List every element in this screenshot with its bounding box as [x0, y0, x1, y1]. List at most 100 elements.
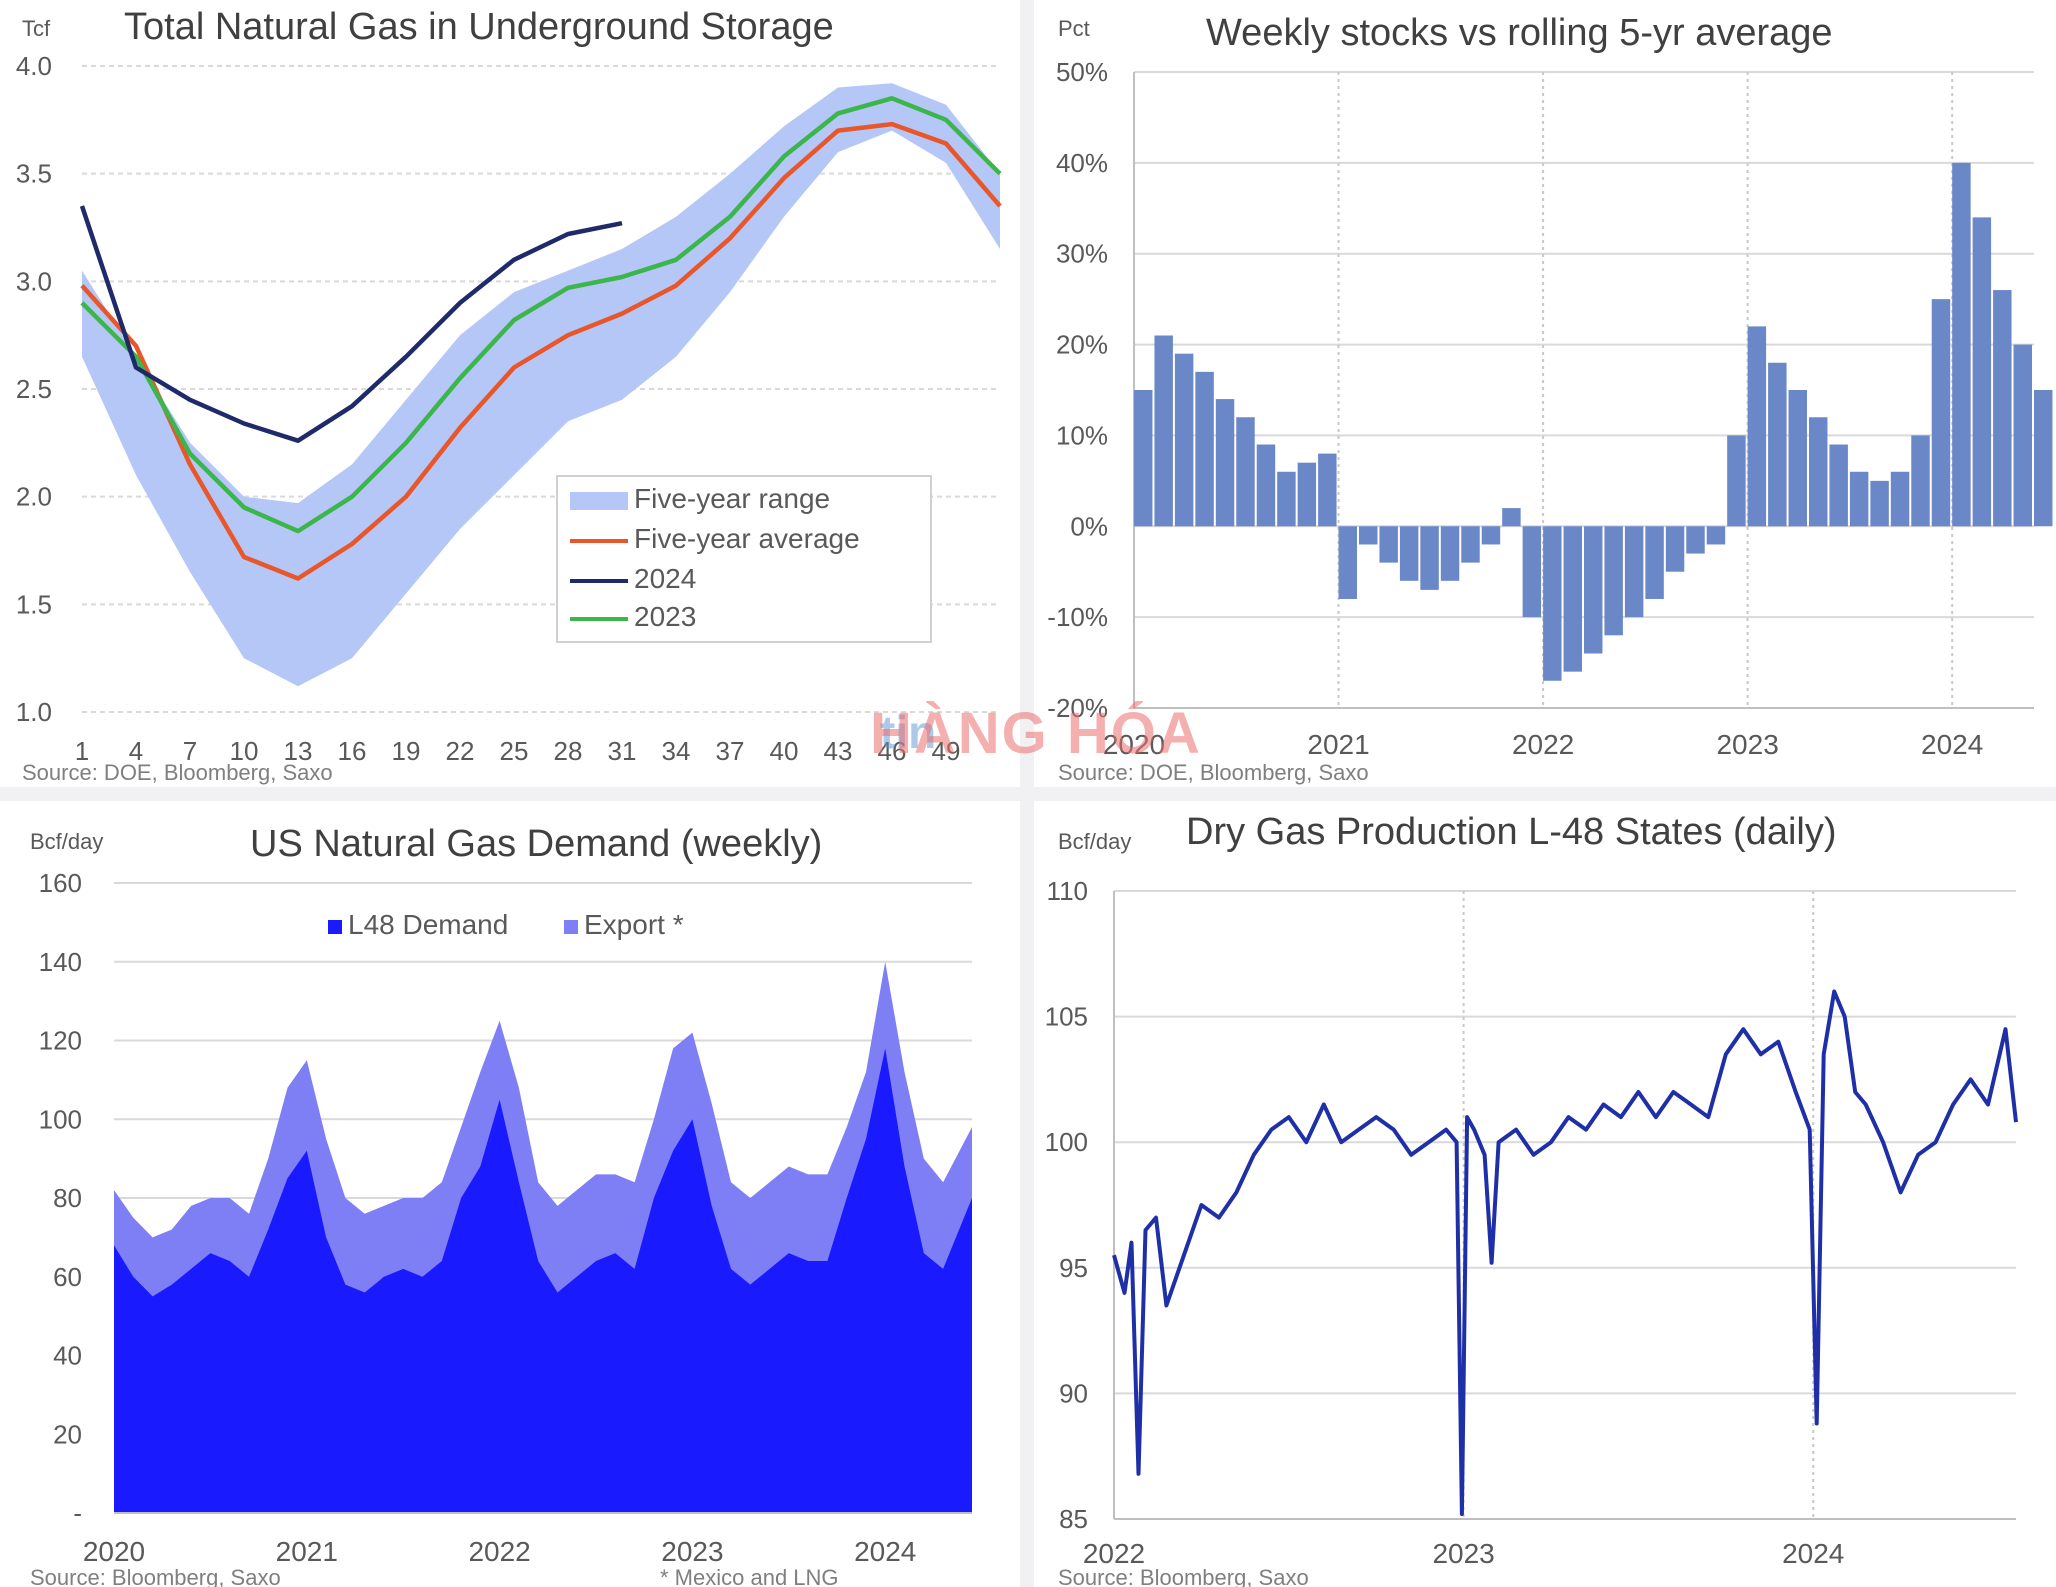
weekly-ytick-label: 30%	[1056, 239, 1108, 269]
demand-legend-l48: L48 Demand	[328, 909, 508, 941]
weekly-bar	[1154, 335, 1173, 527]
demand-footnote: * Mexico and LNG	[660, 1565, 839, 1587]
demand-xtick-label: 2022	[468, 1536, 530, 1567]
weekly-vs-average-chart-panel: -20% -10% 0% 10% 20% 30% 40% 50% 2020 2021 2022 202…	[1034, 0, 2056, 787]
weekly-ytick-label: 40%	[1056, 148, 1108, 178]
production-ytick-label: 95	[1059, 1253, 1088, 1283]
weekly-bar	[1236, 417, 1255, 527]
weekly-bar	[1318, 453, 1337, 527]
production-ytick-label: 85	[1059, 1504, 1088, 1534]
weekly-bar	[1665, 526, 1685, 572]
demand-chart-panel: - 20 40 60 80 100 120 140 160 2020 2021 2022 2023 202…	[0, 801, 1020, 1587]
demand-chart-title: US Natural Gas Demand (weekly)	[250, 823, 823, 865]
storage-xtick-label: 4	[129, 736, 143, 766]
storage-ytick-label: 4.0	[16, 51, 52, 81]
weekly-vs-average-chart: -20% -10% 0% 10% 20% 30% 40% 50% 2020 2021 2022 202…	[1047, 57, 2053, 760]
weekly-ytick-label: -10%	[1047, 602, 1108, 632]
watermark-logo: tin	[880, 706, 937, 758]
demand-unit-label: Bcf/day	[30, 829, 104, 854]
storage-xtick-label: 16	[338, 736, 367, 766]
demand-xtick-label: 2023	[661, 1536, 723, 1567]
weekly-bar	[1931, 299, 1951, 527]
panel-divider-horizontal	[0, 787, 2056, 801]
demand-xtick-label: 2024	[854, 1536, 916, 1567]
weekly-bar	[1297, 462, 1317, 527]
weekly-xtick-label: 2020	[1103, 729, 1165, 760]
storage-chart-title: Total Natural Gas in Underground Storage	[124, 6, 834, 48]
storage-xtick-label: 34	[662, 736, 691, 766]
weekly-bar	[1768, 362, 1787, 527]
storage-ytick-label: 2.0	[16, 482, 52, 512]
weekly-bar	[1338, 526, 1357, 599]
legend-item-2023: 2023	[570, 601, 696, 633]
series-line-five-year-average	[80, 121, 1002, 581]
weekly-ytick-label: 0%	[1070, 511, 1108, 541]
storage-xtick-label: 28	[554, 736, 583, 766]
storage-ytick-label: 1.5	[16, 589, 52, 619]
weekly-bar	[1134, 390, 1153, 527]
weekly-bar	[1849, 471, 1869, 527]
weekly-bar	[1624, 526, 1644, 618]
production-xtick-label: 2023	[1432, 1538, 1494, 1569]
weekly-xtick-label: 2023	[1716, 729, 1778, 760]
production-chart: 85 90 95 100 105 110 2022 2023 2024	[1045, 876, 2018, 1569]
weekly-bar	[1174, 353, 1194, 527]
production-chart-title: Dry Gas Production L-48 States (daily)	[1186, 811, 1837, 853]
demand-area-l48	[114, 1048, 972, 1513]
demand-ytick-label: 80	[53, 1183, 82, 1213]
storage-xtick-label: 40	[770, 736, 799, 766]
storage-xtick-label: 22	[446, 736, 475, 766]
weekly-bar	[1195, 371, 1214, 527]
series-line-2024	[79, 205, 623, 443]
storage-legend: Five-year range Five-year average 2024 2…	[556, 475, 932, 643]
demand-ytick-label: 100	[39, 1104, 82, 1134]
weekly-bar	[1277, 471, 1296, 527]
storage-ytick-label: 2.5	[16, 374, 52, 404]
weekly-bar	[1870, 480, 1889, 527]
weekly-bar	[1481, 526, 1501, 545]
legend-label-2024: 2024	[634, 563, 697, 594]
weekly-xtick-label: 2021	[1307, 729, 1369, 760]
weekly-bar	[1543, 526, 1562, 681]
production-unit-label: Bcf/day	[1058, 829, 1132, 854]
storage-ytick-label: 3.0	[16, 266, 52, 296]
storage-xtick-label: 46	[878, 736, 907, 766]
production-ytick-label: 100	[1045, 1127, 1088, 1157]
weekly-bar	[1563, 526, 1582, 672]
storage-chart-panel: 1.0 1.5 2.0 2.5 3.0 3.5 4.0 1 4 7 10 13 16 19 22 25 28 31…	[0, 0, 1020, 787]
storage-xtick-label: 13	[284, 736, 313, 766]
storage-xtick-label: 1	[75, 736, 89, 766]
weekly-bar	[1993, 290, 2012, 527]
legend-swatch-2023	[570, 616, 628, 621]
storage-unit-label: Tcf	[22, 16, 51, 41]
weekly-bar	[2034, 390, 2053, 527]
production-xtick-label: 2024	[1782, 1538, 1844, 1569]
legend-label-export: Export *	[584, 909, 684, 940]
demand-ytick-label: 40	[53, 1341, 82, 1371]
legend-label-2023: 2023	[634, 601, 697, 632]
weekly-bar	[1829, 444, 1848, 527]
storage-chart: 1.0 1.5 2.0 2.5 3.0 3.5 4.0 1 4 7 10 13 16 19 22 25 28 31…	[16, 51, 1002, 766]
demand-ytick-label: 20	[53, 1419, 82, 1449]
weekly-bar	[1399, 526, 1419, 581]
weekly-ytick-label: 20%	[1056, 330, 1108, 360]
weekly-unit-label: Pct	[1058, 16, 1090, 41]
weekly-chart-title: Weekly stocks vs rolling 5-yr average	[1206, 12, 1833, 54]
legend-item-five-year-average: Five-year average	[570, 523, 860, 555]
legend-item-five-year-range: Five-year range	[570, 483, 830, 515]
weekly-xtick-label: 2022	[1512, 729, 1574, 760]
storage-xtick-label: 31	[608, 736, 637, 766]
weekly-bar	[1809, 417, 1828, 527]
storage-xtick-label: 19	[392, 736, 421, 766]
weekly-bar	[1420, 526, 1439, 590]
legend-label-range: Five-year range	[634, 483, 831, 514]
weekly-bar	[1502, 508, 1521, 527]
storage-xtick-label: 43	[824, 736, 853, 766]
legend-swatch-export	[564, 919, 578, 934]
watermark-brand: HÀNG HÓA	[870, 701, 1202, 766]
storage-ytick-label: 1.0	[16, 697, 52, 727]
production-ytick-label: 110	[1047, 876, 1088, 906]
weekly-bar	[1256, 444, 1276, 527]
weekly-bar	[1461, 526, 1480, 563]
storage-xtick-label: 7	[183, 736, 197, 766]
